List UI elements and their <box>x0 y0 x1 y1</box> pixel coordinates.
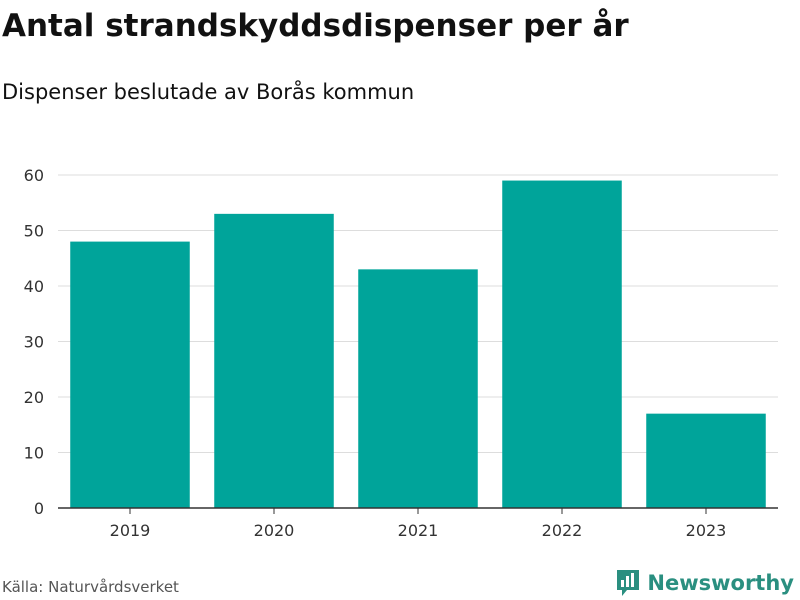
x-tick-label-2022: 2022 <box>542 521 583 540</box>
brand-name: Newsworthy <box>647 571 794 595</box>
y-tick-label-0: 0 <box>34 499 44 518</box>
source-note: Källa: Naturvårdsverket <box>2 578 179 596</box>
x-tick-label-2023: 2023 <box>686 521 727 540</box>
bars <box>70 180 766 509</box>
chart-subtitle: Dispenser beslutade av Borås kommun <box>2 80 415 104</box>
y-tick-label-20: 20 <box>24 388 44 407</box>
bar-2022 <box>502 180 622 509</box>
x-tick-label-2020: 2020 <box>254 521 295 540</box>
y-tick-label-10: 10 <box>24 444 44 463</box>
y-tick-label-30: 30 <box>24 333 44 352</box>
x-tick-label-2019: 2019 <box>110 521 151 540</box>
y-tick-label-40: 40 <box>24 277 44 296</box>
bar-chart-speech-bubble-icon <box>617 570 640 596</box>
bar-2020 <box>214 213 334 508</box>
x-tick-label-2021: 2021 <box>398 521 439 540</box>
axes: 0 10 20 30 40 50 60 2019 2020 2021 2022 2023 <box>24 166 778 540</box>
bar-2019 <box>70 241 190 508</box>
bar-2021 <box>358 269 478 508</box>
brand-logo: Newsworthy <box>615 566 794 600</box>
y-tick-label-60: 60 <box>24 166 44 185</box>
bar-chart: 0 10 20 30 40 50 60 2019 2020 2021 2022 2023 <box>24 166 778 540</box>
y-tick-label-50: 50 <box>24 222 44 241</box>
chart-title: Antal strandskyddsdispenser per år <box>2 8 629 44</box>
bar-2023 <box>646 413 766 508</box>
